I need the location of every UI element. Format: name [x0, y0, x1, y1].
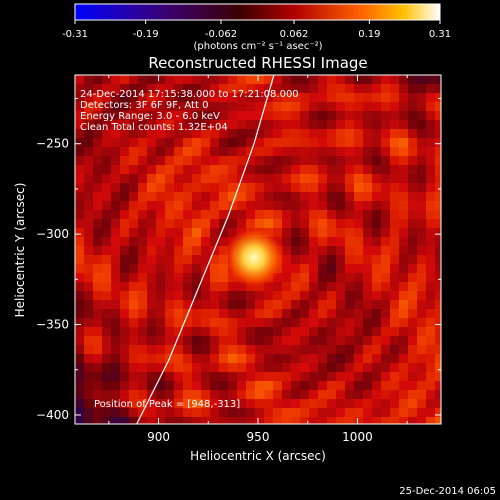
annotation-detectors: Detectors: 3F 6F 9F, Att 0: [80, 100, 208, 111]
footer-timestamp: 25-Dec-2014 06:05: [399, 486, 496, 497]
colorbar: -0.31 -0.19 -0.062 0.062 0.19 0.31 (photons c…: [62, 3, 451, 52]
axis-ticks: 900 950 1000 −250 −300 −350 −400: [36, 75, 441, 444]
colorbar-tick-label: -0.31: [62, 29, 88, 40]
y-tick-label: −300: [36, 227, 69, 241]
x-tick-label: 1000: [342, 430, 373, 444]
x-tick-label: 950: [247, 430, 270, 444]
chart-title: Reconstructed RHESSI Image: [148, 54, 367, 72]
colorbar-gradient: [74, 3, 441, 21]
colorbar-tick-label: -0.062: [205, 29, 237, 40]
annotation-energy-range: Energy Range: 3.0 - 6.0 keV: [80, 111, 220, 122]
x-axis-label: Heliocentric X (arcsec): [190, 449, 326, 463]
annotation-time-range: 24-Dec-2014 17:15:38.000 to 17:21:08.000: [80, 89, 299, 100]
colorbar-tick-label: 0.19: [358, 29, 380, 40]
colorbar-tick-label: 0.31: [429, 29, 451, 40]
y-tick-label: −400: [36, 408, 69, 422]
solar-limb-curve: [136, 75, 275, 424]
colorbar-tick-label: -0.19: [133, 29, 159, 40]
colorbar-ticks: -0.31 -0.19 -0.062 0.062 0.19 0.31: [62, 20, 451, 40]
annotations: 24-Dec-2014 17:15:38.000 to 17:21:08.000…: [80, 89, 299, 410]
x-tick-label: 900: [147, 430, 170, 444]
y-tick-label: −350: [36, 318, 69, 332]
colorbar-tick-label: 0.062: [280, 29, 309, 40]
heatmap-image: [75, 75, 441, 424]
peak-blob: [224, 227, 285, 288]
colorbar-unit-label: (photons cm⁻² s⁻¹ asec⁻²): [193, 41, 322, 52]
annotation-peak-position: Position of Peak = [948,-313]: [94, 399, 240, 410]
y-axis-label: Heliocentric Y (arcsec): [13, 183, 27, 318]
y-tick-label: −250: [36, 137, 69, 151]
annotation-clean-counts: Clean Total counts: 1.32E+04: [80, 122, 228, 133]
